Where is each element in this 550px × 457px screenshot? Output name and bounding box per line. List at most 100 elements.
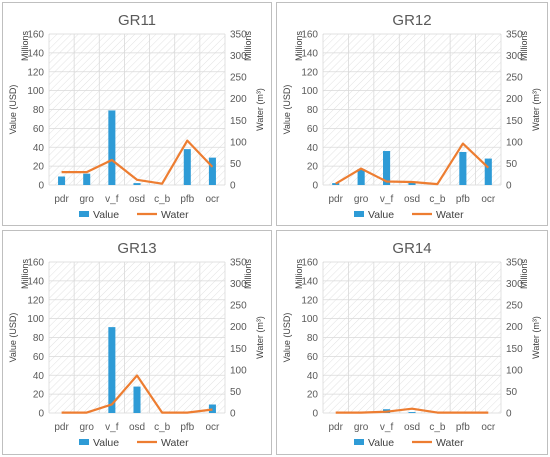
y-tick-label: 60	[307, 124, 319, 135]
y2-tick-label: 200	[230, 322, 247, 333]
x-tick-label: gro	[354, 422, 369, 433]
x-tick-label: gro	[79, 422, 94, 433]
bar-v_f	[108, 110, 116, 185]
legend-value-label: Value	[368, 437, 394, 449]
x-tick-label: ocr	[205, 194, 220, 205]
y-tick-label: 120	[301, 67, 318, 78]
x-tick-label: pfb	[456, 422, 470, 433]
chart-panel-gr12: GR12 0 20 40 60 80 100 120 140 160 0 50 100 150 200 250…	[276, 2, 548, 226]
y2-axis-label: Water (m³)	[255, 88, 265, 131]
legend-value-label: Value	[93, 209, 119, 221]
chart-title: GR13	[117, 240, 156, 257]
y2-tick-label: 200	[506, 322, 523, 333]
y-tick-label: 40	[33, 371, 45, 382]
x-tick-label: c_b	[429, 422, 446, 433]
y2-tick-label: 0	[506, 409, 512, 420]
bar-osd	[133, 386, 141, 413]
y2-tick-label: 150	[506, 116, 523, 127]
y-axis-label: Value (USD)	[8, 85, 18, 135]
y2-tick-label: 50	[506, 387, 518, 398]
y2-tick-label: 150	[506, 344, 523, 355]
x-tick-label: v_f	[105, 422, 119, 433]
y2-tick-label: 350	[506, 258, 523, 269]
y-tick-label: 140	[301, 276, 318, 287]
y-axis-unit: Millions	[20, 259, 30, 290]
y2-tick-label: 250	[506, 301, 523, 312]
y-tick-label: 160	[301, 258, 318, 269]
bar-gro	[83, 173, 91, 185]
chart-panel-gr13: GR13 0 20 40 60 80 100 120 140 160 0 50 100 150 200 250…	[2, 230, 272, 455]
y2-axis-unit: Millions	[243, 259, 253, 290]
chart-title: GR12	[392, 12, 431, 29]
y2-tick-label: 250	[230, 73, 247, 84]
y2-tick-label: 150	[230, 344, 247, 355]
legend-value-swatch	[354, 439, 364, 445]
bar-ocr	[484, 158, 492, 185]
y-tick-label: 160	[27, 30, 44, 41]
y2-axis-unit: Millions	[243, 31, 253, 62]
y2-tick-label: 50	[230, 387, 242, 398]
bar-gro	[357, 168, 365, 185]
bar-pfb	[459, 151, 467, 185]
chart-panel-gr14: GR14 0 20 40 60 80 100 120 140 160 0 50 100 150 200 250…	[276, 230, 548, 455]
chart-title: GR14	[392, 240, 431, 257]
x-tick-label: c_b	[429, 194, 446, 205]
x-tick-label: gro	[354, 194, 369, 205]
y-tick-label: 120	[27, 67, 44, 78]
y-tick-label: 80	[307, 105, 319, 116]
chart-gr13: GR13 0 20 40 60 80 100 120 140 160 0 50 100 150 200 250…	[8, 240, 265, 449]
legend-value-swatch	[354, 211, 364, 217]
bar-osd	[408, 412, 416, 413]
y2-axis-label: Water (m³)	[531, 88, 541, 131]
y-tick-label: 100	[27, 86, 44, 97]
y-axis-unit: Millions	[294, 31, 304, 62]
y2-axis-unit: Millions	[519, 31, 529, 62]
y2-tick-label: 150	[230, 116, 247, 127]
y2-tick-label: 250	[230, 301, 247, 312]
x-tick-label: v_f	[105, 194, 119, 205]
x-tick-label: osd	[129, 422, 145, 433]
x-tick-label: pdr	[54, 194, 69, 205]
y-tick-label: 0	[38, 181, 44, 192]
y-tick-label: 80	[33, 333, 45, 344]
y-tick-label: 80	[307, 333, 319, 344]
y-tick-label: 20	[33, 162, 45, 173]
y-axis-label: Value (USD)	[282, 85, 292, 135]
y-tick-label: 120	[27, 295, 44, 306]
y2-tick-label: 100	[230, 365, 247, 376]
bar-pdr	[332, 183, 340, 185]
y-tick-label: 100	[301, 86, 318, 97]
chart-gr14: GR14 0 20 40 60 80 100 120 140 160 0 50 100 150 200 250…	[282, 240, 541, 449]
y-tick-label: 20	[307, 390, 319, 401]
bar-osd	[408, 182, 416, 185]
x-tick-label: ocr	[205, 422, 220, 433]
x-tick-label: c_b	[154, 422, 171, 433]
x-tick-label: v_f	[380, 422, 394, 433]
y-tick-label: 60	[307, 352, 319, 363]
y-axis-label: Value (USD)	[8, 313, 18, 363]
y-tick-label: 60	[33, 124, 45, 135]
x-tick-label: ocr	[481, 422, 496, 433]
water-series-line	[61, 374, 213, 414]
x-tick-label: c_b	[154, 194, 171, 205]
y2-tick-label: 100	[230, 137, 247, 148]
y-tick-label: 160	[301, 30, 318, 41]
y2-tick-label: 0	[230, 409, 236, 420]
x-tick-label: gro	[79, 194, 94, 205]
y-tick-label: 80	[33, 105, 45, 116]
legend-value-label: Value	[93, 437, 119, 449]
legend-water-label: Water	[436, 209, 464, 221]
y-tick-label: 40	[307, 143, 319, 154]
y2-tick-label: 100	[506, 365, 523, 376]
y-tick-label: 40	[307, 371, 319, 382]
y2-tick-label: 50	[230, 159, 242, 170]
y2-tick-label: 200	[230, 94, 247, 105]
bar-ocr	[208, 404, 216, 413]
legend-water-label: Water	[436, 437, 464, 449]
legend-value-swatch	[79, 439, 89, 445]
y-tick-label: 140	[27, 276, 44, 287]
y-tick-label: 140	[27, 48, 44, 59]
water-series-line	[335, 407, 489, 414]
x-tick-label: pdr	[328, 194, 343, 205]
x-tick-label: osd	[404, 422, 420, 433]
